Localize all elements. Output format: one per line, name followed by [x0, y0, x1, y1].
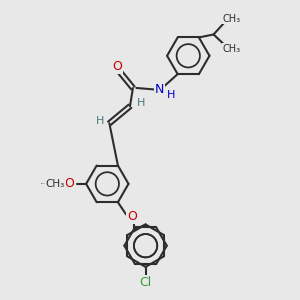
Text: CH₃: CH₃	[222, 14, 240, 24]
Text: methoxy: methoxy	[41, 183, 47, 184]
Text: N: N	[155, 83, 164, 96]
Text: O: O	[127, 210, 137, 224]
Text: H: H	[137, 98, 146, 108]
Text: H: H	[167, 90, 175, 100]
Text: CH₃: CH₃	[223, 44, 241, 54]
Text: O: O	[112, 60, 122, 73]
Text: H: H	[96, 116, 105, 126]
Text: CH₃: CH₃	[46, 179, 65, 189]
Text: O: O	[64, 177, 74, 190]
Text: Cl: Cl	[140, 276, 152, 289]
